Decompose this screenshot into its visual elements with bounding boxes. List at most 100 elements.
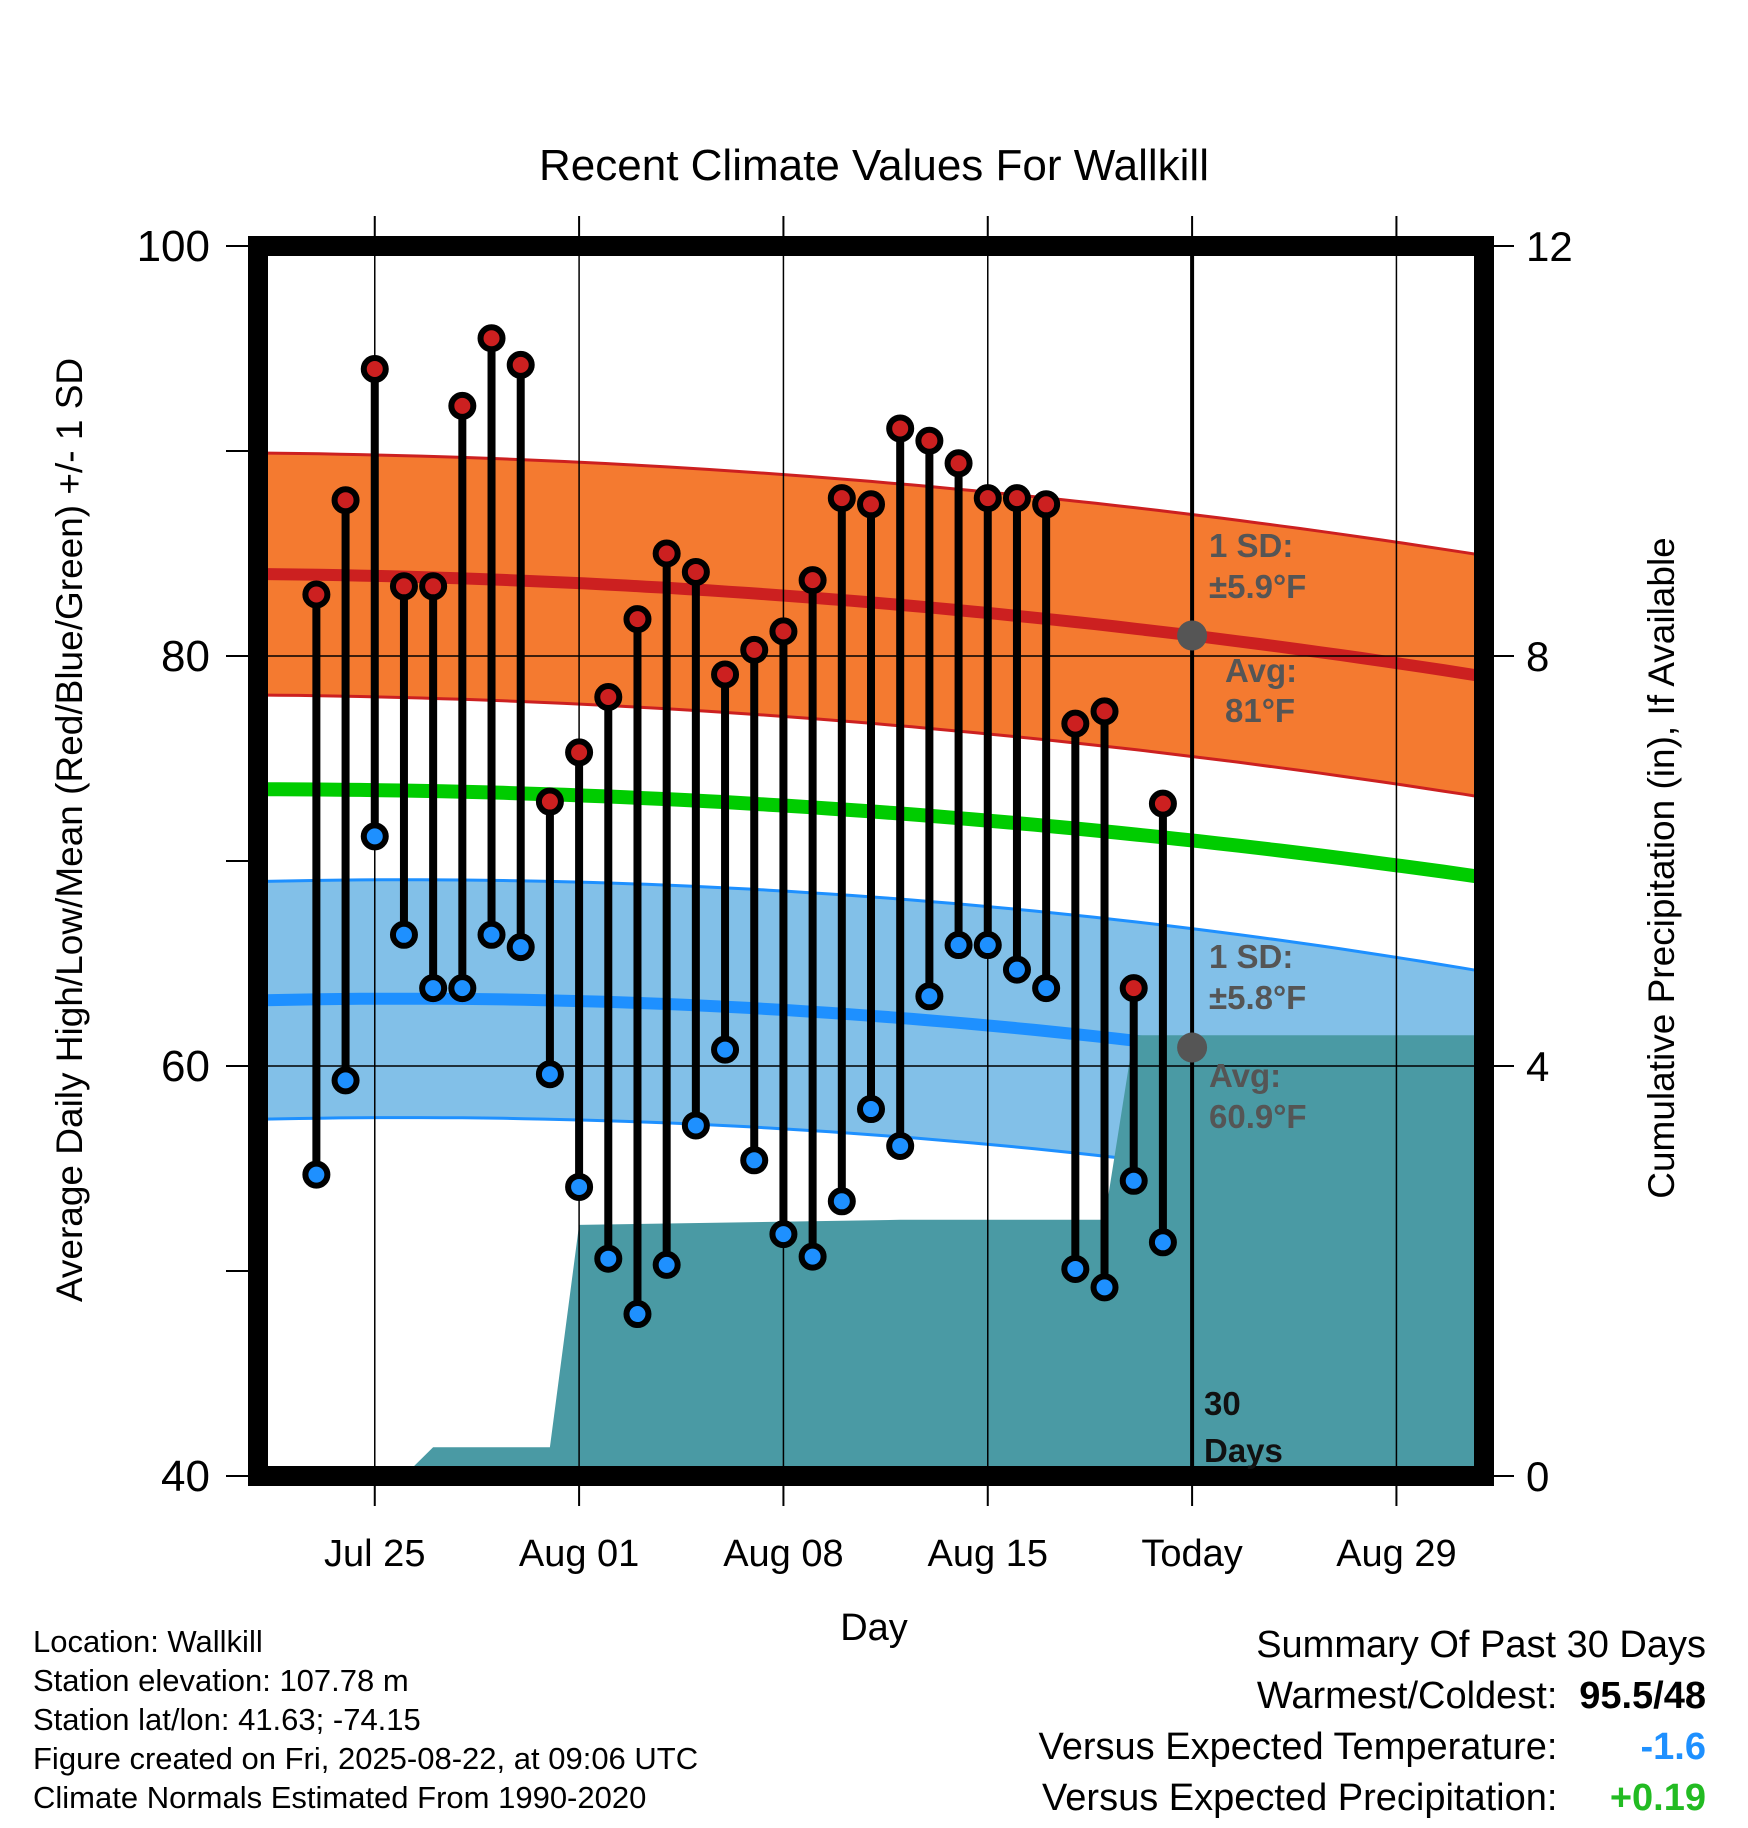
warmest-value: 95.5/48: [1579, 1675, 1706, 1717]
high-point: [594, 683, 623, 711]
warmest-label: Warmest/Coldest:: [1256, 1675, 1558, 1717]
plot-area: [257, 245, 1486, 1477]
high-point: [389, 572, 418, 601]
low-point: [448, 974, 477, 1003]
y2-tick-label: 4: [1526, 1043, 1549, 1090]
low-point: [506, 933, 535, 962]
high-point: [623, 605, 652, 634]
temp-row: Versus Expected Temperature: -1.6: [1039, 1722, 1706, 1773]
low-point: [477, 920, 506, 949]
high-point: [535, 787, 564, 816]
low-point: [915, 982, 944, 1011]
y2-tick-label: 12: [1526, 223, 1573, 270]
low-point: [886, 1131, 915, 1160]
y-tick-label: 60: [161, 1042, 210, 1091]
high-point: [565, 738, 594, 767]
high-sd-value: ±5.9°F: [1209, 568, 1306, 605]
low-sd-value: ±5.8°F: [1209, 979, 1306, 1016]
elevation-text: Station elevation: 107.78 m: [33, 1663, 409, 1698]
x-tick-label: Aug 01: [519, 1533, 639, 1575]
high-point: [915, 426, 944, 455]
low-point: [623, 1300, 652, 1329]
high-point: [798, 566, 827, 595]
high-point: [1119, 974, 1148, 1003]
low-point: [419, 974, 448, 1003]
precip-value: +0.19: [1609, 1777, 1706, 1819]
low-sd-label: 1 SD:: [1209, 938, 1293, 975]
high-point: [652, 539, 681, 568]
y2-axis-label: Cumulative Precipitation (in), If Availa…: [1641, 537, 1682, 1199]
high-point: [857, 490, 885, 519]
today-high-avg-marker: [1177, 620, 1208, 651]
low-point: [652, 1250, 681, 1279]
low-avg-label: Avg:: [1209, 1057, 1281, 1094]
latlon-text: Station lat/lon: 41.63; -74.15: [33, 1702, 421, 1737]
high-point: [448, 391, 477, 420]
low-point: [535, 1060, 564, 1089]
high-point: [886, 414, 915, 443]
y-axis-label: Average Daily High/Low/Mean (Red/Blue/Gr…: [49, 358, 90, 1302]
precip-label: Versus Expected Precipitation:: [1042, 1777, 1558, 1819]
high-point: [711, 660, 740, 689]
high-point: [769, 617, 798, 646]
low-point: [973, 931, 1002, 960]
normals-text: Climate Normals Estimated From 1990-2020: [33, 1780, 647, 1815]
x-tick-label: Aug 15: [928, 1533, 1048, 1575]
low-point: [944, 931, 973, 960]
low-point: [1148, 1228, 1177, 1257]
low-avg-value: 60.9°F: [1209, 1098, 1307, 1135]
high-avg-label: Avg:: [1225, 652, 1297, 689]
temp-value: -1.6: [1640, 1726, 1706, 1768]
low-point: [711, 1035, 740, 1064]
high-point: [1148, 789, 1177, 818]
summary-panel: Summary Of Past 30 Days Warmest/Coldest:…: [1039, 1620, 1706, 1824]
high-point: [1002, 484, 1031, 513]
today-low-avg-marker: [1177, 1032, 1208, 1063]
location-text: Location: Wallkill: [33, 1624, 263, 1659]
low-point: [1119, 1166, 1148, 1195]
x-tick-label: Jul 25: [324, 1533, 425, 1575]
y-tick-label: 100: [137, 222, 210, 271]
y-tick-label: 80: [161, 632, 210, 681]
low-point: [389, 920, 418, 949]
days-word-label: Days: [1204, 1432, 1283, 1469]
high-point: [681, 557, 710, 586]
low-point: [769, 1220, 798, 1249]
low-point: [565, 1172, 594, 1201]
high-point: [506, 350, 535, 379]
high-point: [331, 486, 360, 515]
precip-row: Versus Expected Precipitation: +0.19: [1039, 1773, 1706, 1824]
low-point: [740, 1146, 769, 1175]
high-point: [944, 449, 973, 478]
precip-area: [258, 1035, 1484, 1476]
y2-tick-label: 8: [1526, 633, 1549, 680]
low-point: [302, 1160, 331, 1189]
low-point: [331, 1066, 360, 1095]
high-point: [1061, 709, 1090, 738]
low-point: [1061, 1254, 1090, 1283]
low-point: [1090, 1273, 1119, 1302]
station-info: Location: Wallkill Station elevation: 10…: [33, 1622, 698, 1817]
high-point: [419, 572, 448, 601]
high-point: [973, 484, 1002, 513]
high-point: [827, 484, 856, 513]
x-axis-label: Day: [840, 1607, 908, 1649]
summary-title: Summary Of Past 30 Days: [1256, 1624, 1706, 1666]
y2-tick-label: 0: [1526, 1453, 1549, 1500]
annotations: 1 SD: ±5.9°F Avg: 81°F 1 SD: ±5.8°F Avg:…: [1204, 527, 1307, 1469]
low-point: [594, 1244, 623, 1273]
high-sd-label: 1 SD:: [1209, 527, 1293, 564]
x-tick-label: Aug 29: [1336, 1533, 1456, 1575]
high-point: [740, 635, 769, 664]
warmest-row: Warmest/Coldest: 95.5/48: [1039, 1671, 1706, 1722]
low-point: [827, 1187, 856, 1216]
low-point: [1002, 955, 1031, 984]
x-tick-label: Today: [1141, 1533, 1242, 1575]
y-tick-label: 40: [161, 1452, 210, 1501]
high-point: [302, 580, 331, 609]
high-point: [1090, 697, 1119, 726]
low-point: [798, 1242, 827, 1271]
high-point: [477, 324, 506, 353]
